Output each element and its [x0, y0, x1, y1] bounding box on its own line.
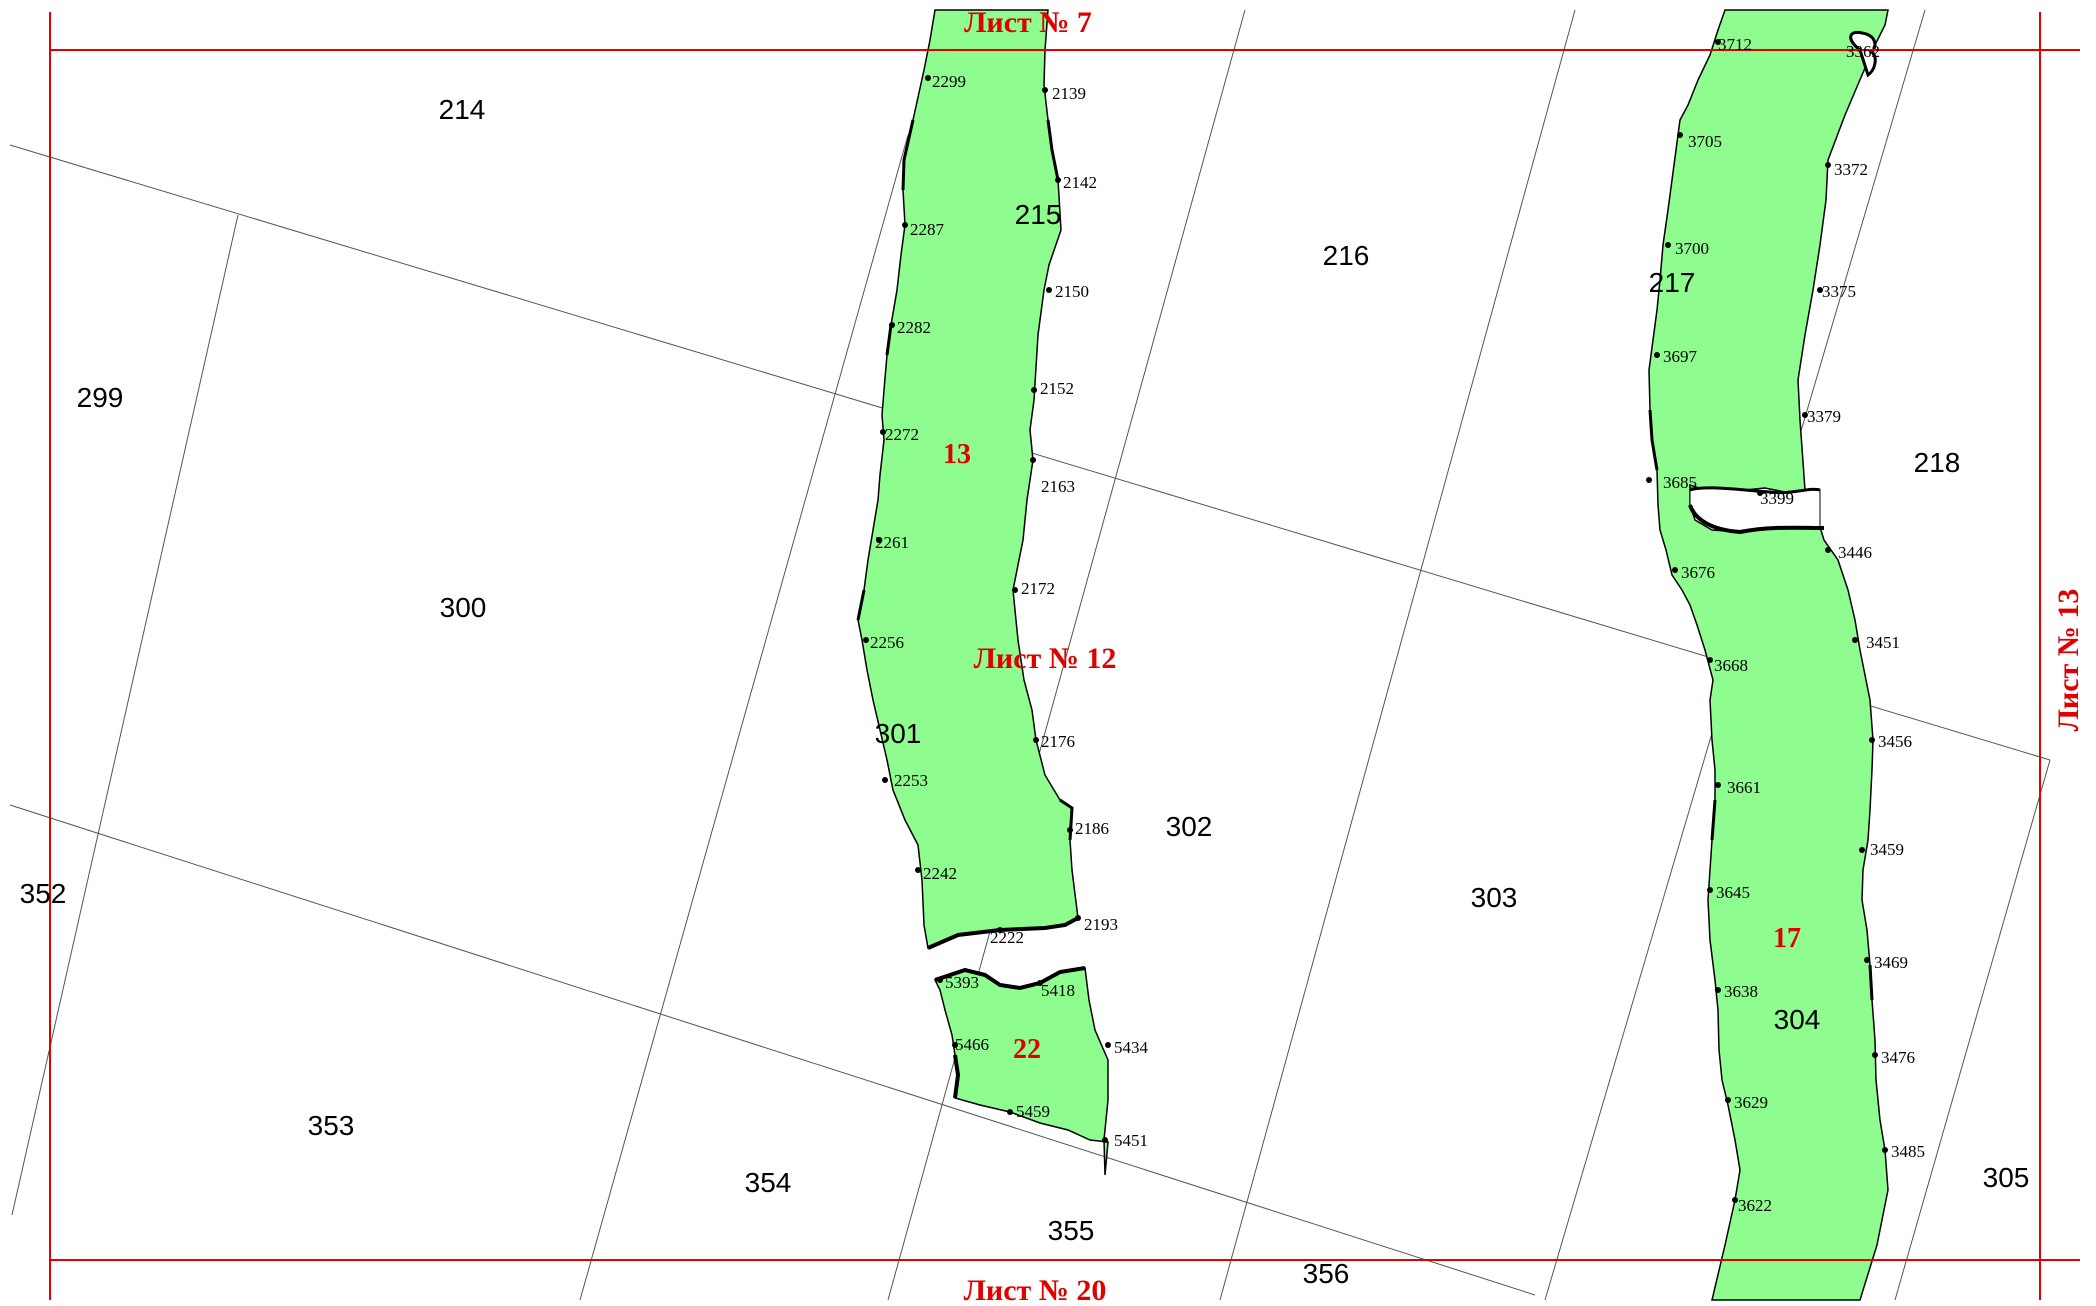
- parcel-label[interactable]: 302: [1166, 811, 1213, 842]
- point-label: 3661: [1727, 778, 1761, 797]
- sheet-label-bottom[interactable]: Лист № 20: [964, 1274, 1107, 1306]
- sheet-label-top[interactable]: Лист № 7: [964, 6, 1092, 39]
- point-labels: 2299 2139 2142 2287 2150 2282 2152 2272 …: [870, 35, 1925, 1215]
- parcel-label[interactable]: 305: [1983, 1162, 2030, 1193]
- grid-line: [887, 9, 1246, 1301]
- point-label: 2142: [1063, 173, 1097, 192]
- parcel-label[interactable]: 218: [1914, 447, 1961, 478]
- zone-label-17: 17: [1773, 923, 1801, 954]
- point-label: 3705: [1688, 132, 1722, 151]
- point-label: 3712: [1718, 35, 1752, 54]
- boundary-points: [856, 119, 1874, 1099]
- grid-line: [11, 214, 239, 1216]
- point-label: 5459: [1016, 1102, 1050, 1121]
- point-label: 2176: [1041, 732, 1075, 751]
- point-label: 3469: [1874, 953, 1908, 972]
- sheet-label-center: Лист № 12: [974, 642, 1117, 675]
- point-label: 2172: [1021, 579, 1055, 598]
- point-label: 2222: [990, 928, 1024, 947]
- parcel-label[interactable]: 356: [1303, 1258, 1350, 1289]
- point-label: 5418: [1041, 981, 1075, 1000]
- point-label: 2282: [897, 318, 931, 337]
- point-label: 3446: [1838, 543, 1872, 562]
- point-label: 2193: [1084, 915, 1118, 934]
- zone-22[interactable]: [933, 967, 1109, 1176]
- zone-label-13: 13: [943, 439, 971, 470]
- point-label: 5434: [1114, 1038, 1149, 1057]
- parcel-label[interactable]: 355: [1048, 1215, 1095, 1246]
- parcel-label[interactable]: 301: [875, 718, 922, 749]
- grid-line: [1219, 9, 1576, 1301]
- point-label: 2139: [1052, 84, 1086, 103]
- zone-17-north[interactable]: [1648, 9, 1889, 1301]
- point-label: 2150: [1055, 282, 1089, 301]
- point-label: 2261: [875, 533, 909, 552]
- parcel-label[interactable]: 299: [77, 382, 124, 413]
- point-label: 3451: [1866, 633, 1900, 652]
- sheet-label-right[interactable]: Лист № 13: [2052, 589, 2085, 732]
- point-label: 2152: [1040, 379, 1074, 398]
- grid-line: [9, 804, 1536, 1296]
- point-label: 2186: [1075, 819, 1109, 838]
- point-label: 2299: [932, 72, 966, 91]
- point-label: 5466: [955, 1035, 989, 1054]
- parcel-label[interactable]: 303: [1471, 882, 1518, 913]
- parcel-label[interactable]: 217: [1649, 267, 1696, 298]
- parcel-label[interactable]: 216: [1323, 240, 1370, 271]
- point-label: 3459: [1870, 840, 1904, 859]
- point-label: 3629: [1734, 1093, 1768, 1112]
- zone-label-22: 22: [1013, 1034, 1041, 1065]
- point-label: 3372: [1834, 160, 1868, 179]
- grid-line: [1894, 759, 2051, 1301]
- point-label: 3638: [1724, 982, 1758, 1001]
- point-label: 3700: [1675, 239, 1709, 258]
- point-label: 3456: [1878, 732, 1912, 751]
- parcel-labels: 214 215 216 217 218 299 300 301 302 303 …: [20, 94, 2030, 1289]
- point-label: 2242: [923, 864, 957, 883]
- point-label: 3362: [1846, 42, 1880, 61]
- point-label: 3485: [1891, 1142, 1925, 1161]
- point-label: 3685: [1663, 473, 1697, 492]
- parcel-label[interactable]: 354: [745, 1167, 792, 1198]
- point-label: 3399: [1760, 489, 1794, 508]
- point-label: 3676: [1681, 563, 1715, 582]
- point-label: 2287: [910, 220, 945, 239]
- point-label: 2272: [885, 425, 919, 444]
- parcel-label[interactable]: 353: [308, 1110, 355, 1141]
- point-label: 3697: [1663, 347, 1698, 366]
- point-label: 3645: [1716, 883, 1750, 902]
- point-label: 3476: [1881, 1048, 1915, 1067]
- parcel-label[interactable]: 215: [1015, 199, 1062, 230]
- grid-line: [579, 134, 909, 1301]
- parcel-label[interactable]: 352: [20, 878, 67, 909]
- sheet-frame: [49, 12, 2080, 1300]
- point-label: 2163: [1041, 477, 1075, 496]
- point-label: 3379: [1807, 407, 1841, 426]
- point-label: 5393: [945, 973, 979, 992]
- parcel-label[interactable]: 304: [1774, 1004, 1821, 1035]
- point-label: 2253: [894, 771, 928, 790]
- parcel-label[interactable]: 214: [439, 94, 486, 125]
- point-label: 3622: [1738, 1196, 1772, 1215]
- point-label: 3668: [1714, 656, 1748, 675]
- point-label: 5451: [1114, 1131, 1148, 1150]
- parcel-label[interactable]: 300: [440, 592, 487, 623]
- point-label: 2256: [870, 633, 904, 652]
- boundary-dots: [863, 39, 1888, 1203]
- point-label: 3375: [1822, 282, 1856, 301]
